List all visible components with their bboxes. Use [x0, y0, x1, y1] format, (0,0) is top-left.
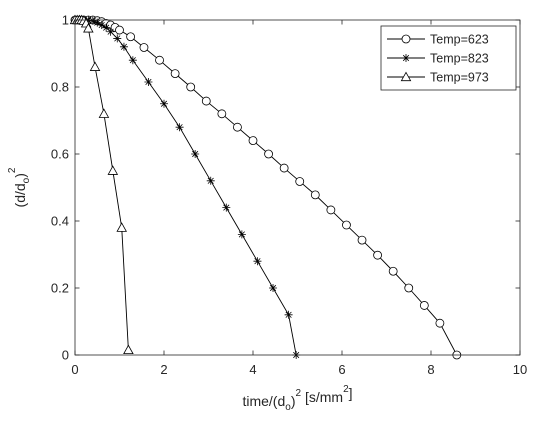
data-point	[160, 99, 168, 108]
y-axis: 0 0.2 0.4 0.6 0.8 1	[51, 13, 520, 363]
data-point	[222, 203, 231, 212]
data-point	[206, 176, 215, 185]
x-axis: 0 2 4 6 8 10	[71, 20, 527, 377]
legend-label: Temp=973	[430, 71, 489, 85]
data-point	[113, 34, 122, 43]
legend: Temp=623 Temp=823 Temp=973	[380, 25, 517, 91]
y-axis-title: (d/do)2	[7, 167, 32, 207]
data-point	[279, 163, 289, 173]
data-point	[295, 177, 305, 186]
x-axis-title: time/(do)2 [s/mm2]	[242, 384, 352, 413]
data-point	[170, 69, 180, 78]
plot-frame	[74, 19, 521, 356]
data-point	[175, 123, 184, 132]
data-point	[284, 310, 293, 319]
x-tick-label: 4	[249, 362, 256, 377]
data-point	[155, 55, 164, 65]
series-star	[71, 16, 301, 359]
data-point	[419, 301, 429, 310]
legend-item: Temp=823	[387, 52, 489, 66]
data-point	[342, 220, 351, 230]
data-point	[373, 250, 383, 260]
x-tick-label: 8	[427, 362, 434, 377]
y-tick-label: 0.6	[51, 147, 69, 162]
data-point	[98, 108, 110, 118]
data-point	[326, 205, 336, 215]
data-point	[123, 344, 134, 355]
data-point	[89, 61, 101, 71]
data-point	[106, 27, 115, 36]
data-point	[400, 71, 412, 82]
legend-item: Temp=973	[387, 71, 489, 85]
data-point	[83, 22, 94, 33]
data-point	[115, 25, 124, 35]
x-tick-label: 0	[71, 362, 78, 377]
y-tick-label: 0.8	[51, 80, 69, 95]
data-point	[310, 190, 320, 200]
data-point	[388, 266, 398, 276]
data-point	[186, 82, 196, 92]
data-point	[88, 16, 97, 25]
data-point	[144, 77, 153, 86]
data-point	[93, 18, 102, 27]
y-tick-label: 0.2	[51, 281, 69, 296]
data-point	[402, 54, 410, 62]
data-point	[357, 235, 367, 245]
data-point	[401, 34, 411, 44]
data-point	[201, 96, 211, 106]
data-point	[233, 122, 242, 132]
data-point	[102, 23, 111, 32]
y-tick-label: 1	[62, 13, 69, 28]
data-point	[107, 165, 119, 175]
data-point	[253, 257, 262, 266]
data-point	[264, 149, 273, 159]
data-point	[191, 150, 200, 158]
legend-label: Temp=823	[430, 52, 489, 66]
data-point	[116, 222, 128, 232]
data-point	[139, 43, 149, 52]
data-point	[269, 284, 278, 292]
data-point	[119, 42, 128, 51]
x-tick-label: 10	[513, 362, 527, 377]
legend-label: Temp=623	[430, 33, 489, 47]
y-tick-label: 0	[62, 348, 69, 363]
data-point	[248, 136, 258, 146]
data-point	[237, 230, 246, 239]
y-tick-label: 0.4	[51, 214, 69, 229]
data-point	[126, 32, 136, 42]
data-point	[404, 283, 414, 293]
x-tick-label: 6	[338, 362, 345, 377]
data-point	[97, 21, 106, 30]
data-point	[217, 109, 227, 119]
x-tick-label: 2	[160, 362, 167, 377]
legend-item: Temp=623	[387, 33, 489, 47]
data-point	[128, 56, 137, 65]
data-point	[435, 318, 445, 328]
